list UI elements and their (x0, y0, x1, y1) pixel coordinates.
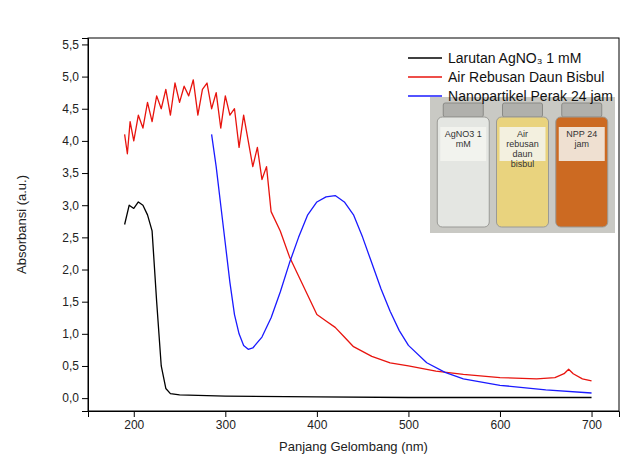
x-tick-mark (500, 411, 501, 417)
inset-label-line: jam (573, 139, 589, 149)
x-tick-label: 600 (490, 418, 510, 432)
y-tick-label: 0,5 (62, 359, 79, 373)
inset-label-line: rebusan (506, 139, 539, 149)
y-axis-title: Absorbansi (a.u.) (14, 175, 29, 274)
y-tick-mark (82, 398, 88, 399)
x-tick-label: 300 (216, 418, 236, 432)
vial-label-patch (500, 127, 546, 161)
y-tick-mark (82, 366, 88, 367)
y-tick: 3,0 (62, 199, 88, 213)
x-tick-mark (225, 411, 226, 417)
y-axis-line (82, 39, 89, 412)
y-tick-mark (82, 77, 88, 78)
inset-background (430, 97, 615, 233)
inset-label-line: Air (517, 129, 528, 139)
y-tick-mark (82, 141, 88, 142)
x-tick: 200 (124, 411, 144, 432)
inset-label-line: AgNO3 1 (445, 129, 482, 139)
chart: 200 300 400 500 600 700 0,0 0,5 1,0 1,5 2,0 2,5 3,0 3… (0, 0, 629, 459)
y-tick-mark (82, 237, 88, 238)
legend-swatch (408, 95, 442, 97)
x-tick-mark (592, 411, 593, 417)
y-tick-label: 1,5 (62, 295, 79, 309)
y-tick-label: 2,5 (62, 231, 79, 245)
x-tick-label: 700 (582, 418, 602, 432)
vial-label-patch (440, 127, 486, 161)
y-tick: 0,0 (62, 391, 88, 405)
vial-cap (443, 103, 483, 117)
y-tick-mark (82, 109, 88, 110)
y-tick-mark (82, 302, 88, 303)
y-tick-label: 5,0 (62, 70, 79, 84)
inset-label-line: mM (456, 139, 471, 149)
vial-cap (503, 103, 543, 117)
legend-swatch (408, 76, 442, 78)
legend-label: Nanopartikel Perak 24 jam (448, 88, 613, 104)
legend-swatch (408, 57, 442, 59)
legend-item: Larutan AgNO₃ 1 mM (408, 50, 581, 66)
inset-label-line: bisbul (511, 159, 535, 169)
y-tick: 5,0 (62, 70, 88, 84)
inset-label-line: NPP 24 (566, 129, 597, 139)
y-tick-label: 5,5 (62, 38, 79, 52)
y-tick: 3,5 (62, 166, 88, 180)
y-tick-mark (82, 173, 88, 174)
y-axis: 0,0 0,5 1,0 1,5 2,0 2,5 3,0 3,5 4,0 4,5 5,0 5,5 (62, 38, 88, 412)
y-tick: 0,5 (62, 359, 88, 373)
x-tick-label: 500 (399, 418, 419, 432)
vial (497, 117, 549, 227)
y-tick-mark (82, 205, 88, 206)
x-tick-mark (134, 411, 135, 417)
x-tick-label: 400 (307, 418, 327, 432)
y-tick-label: 4,5 (62, 102, 79, 116)
x-tick: 300 (216, 411, 236, 432)
x-axis: 200 300 400 500 600 700 (89, 411, 620, 432)
y-tick: 1,0 (62, 327, 88, 341)
x-tick-label: 200 (124, 418, 144, 432)
plot-lines (125, 80, 592, 398)
inset-photo: AgNO3 1mM Airrebusandaunbisbul NPP 24jam (430, 97, 615, 233)
x-axis-title: Panjang Gelombang (nm) (279, 439, 428, 454)
x-tick-mark (408, 411, 409, 417)
y-tick-label: 1,0 (62, 327, 79, 341)
y-tick-mark (82, 334, 88, 335)
y-tick: 1,5 (62, 295, 88, 309)
inset-label-line: daun (512, 149, 532, 159)
y-tick-label: 3,0 (62, 199, 79, 213)
y-tick-label: 4,0 (62, 134, 79, 148)
plot-frame (88, 38, 619, 411)
y-tick: 2,0 (62, 263, 88, 277)
vial-label-patch (559, 127, 605, 161)
y-tick: 5,5 (62, 38, 88, 52)
x-axis-line (89, 412, 620, 418)
y-tick-label: 0,0 (62, 391, 79, 405)
inset-label: AgNO3 1mM (445, 129, 482, 149)
legend: Larutan AgNO₃ 1 mM Air Rebusan Daun Bisbu… (408, 50, 613, 104)
legend-item: Nanopartikel Perak 24 jam (408, 88, 613, 104)
x-tick: 400 (307, 411, 327, 432)
inset-label: NPP 24jam (566, 129, 597, 149)
y-tick-mark (82, 44, 88, 45)
y-tick: 2,5 (62, 231, 88, 245)
legend-label: Air Rebusan Daun Bisbul (448, 69, 604, 85)
inset-label: Airrebusandaunbisbul (506, 129, 539, 169)
x-tick-mark (317, 411, 318, 417)
y-tick-mark (82, 270, 88, 271)
y-tick-label: 3,5 (62, 166, 79, 180)
x-tick: 700 (582, 411, 602, 432)
vial (556, 117, 608, 227)
vial-cap (562, 103, 602, 117)
legend-item: Air Rebusan Daun Bisbul (408, 69, 604, 85)
vial (437, 117, 489, 227)
legend-label: Larutan AgNO₃ 1 mM (448, 50, 581, 66)
y-tick: 4,5 (62, 102, 88, 116)
y-tick-label: 2,0 (62, 263, 79, 277)
y-tick: 4,0 (62, 134, 88, 148)
x-tick: 600 (490, 411, 510, 432)
x-tick: 500 (399, 411, 419, 432)
